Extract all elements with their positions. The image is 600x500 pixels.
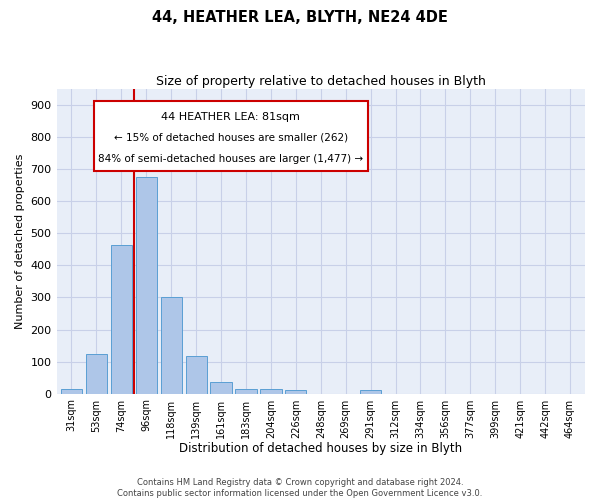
Bar: [61, 389, 82, 394]
Bar: [211, 382, 232, 394]
Bar: [161, 297, 182, 394]
Text: ← 15% of detached houses are smaller (262): ← 15% of detached houses are smaller (26…: [114, 133, 348, 143]
Y-axis label: Number of detached properties: Number of detached properties: [15, 154, 25, 329]
Title: Size of property relative to detached houses in Blyth: Size of property relative to detached ho…: [156, 75, 486, 88]
Bar: [86, 354, 107, 394]
Bar: [360, 390, 381, 394]
Bar: [111, 244, 132, 394]
FancyBboxPatch shape: [94, 102, 368, 172]
Bar: [260, 390, 281, 394]
Bar: [185, 356, 207, 394]
Text: 44, HEATHER LEA, BLYTH, NE24 4DE: 44, HEATHER LEA, BLYTH, NE24 4DE: [152, 10, 448, 25]
Text: 84% of semi-detached houses are larger (1,477) →: 84% of semi-detached houses are larger (…: [98, 154, 364, 164]
Bar: [136, 178, 157, 394]
Bar: [285, 390, 307, 394]
X-axis label: Distribution of detached houses by size in Blyth: Distribution of detached houses by size …: [179, 442, 463, 455]
Text: 44 HEATHER LEA: 81sqm: 44 HEATHER LEA: 81sqm: [161, 112, 301, 122]
Bar: [235, 389, 257, 394]
Text: Contains HM Land Registry data © Crown copyright and database right 2024.
Contai: Contains HM Land Registry data © Crown c…: [118, 478, 482, 498]
